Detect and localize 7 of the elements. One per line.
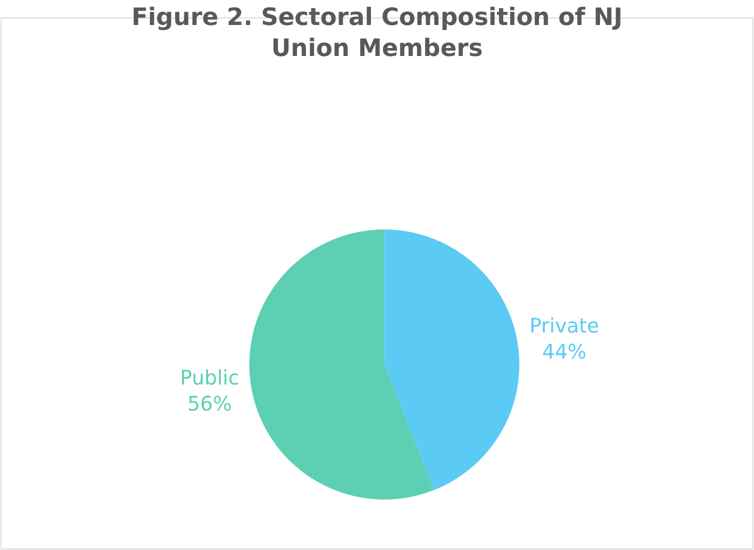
chart-title: Figure 2. Sectoral Composition of NJ Union Members bbox=[131, 2, 623, 62]
data-label: 44% bbox=[542, 339, 587, 364]
data-label: 56% bbox=[187, 392, 232, 416]
slice-label: Private bbox=[529, 313, 600, 338]
pie-slice bbox=[384, 230, 520, 490]
pie-slice bbox=[250, 230, 434, 500]
slice-label: Public bbox=[180, 366, 240, 390]
